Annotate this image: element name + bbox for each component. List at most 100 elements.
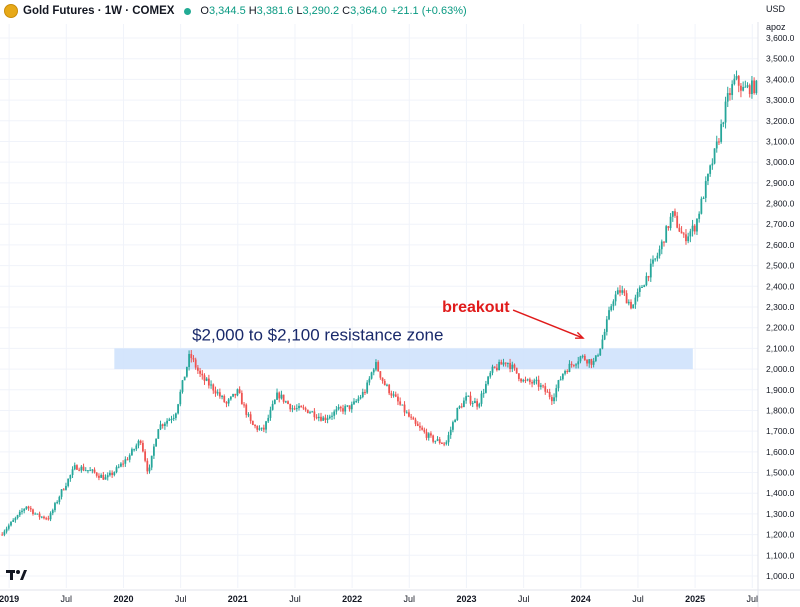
candle-body <box>225 402 228 404</box>
candle-body <box>397 396 399 402</box>
y-tick-label: 1,600.0 <box>766 447 795 457</box>
candle-body <box>601 339 604 349</box>
candle-body <box>528 379 531 383</box>
symbol-title[interactable]: Gold Futures · 1W · COMEX <box>23 5 175 17</box>
candle-body <box>21 510 23 512</box>
candle-body <box>660 241 663 250</box>
candle-body <box>359 396 362 399</box>
candle-body <box>183 376 186 381</box>
candle-body <box>416 423 419 426</box>
candle-body <box>577 361 580 365</box>
candle-body <box>441 442 443 444</box>
currency-unit[interactable]: USD <box>766 4 786 14</box>
candle-body <box>282 394 285 402</box>
candle-body <box>139 440 142 443</box>
candle-body <box>713 148 716 164</box>
candle-body <box>616 290 619 295</box>
candle-body <box>729 93 731 96</box>
candle-body <box>223 396 226 403</box>
candle-body <box>89 470 92 472</box>
candle-body <box>87 470 89 472</box>
candle-body <box>579 356 582 362</box>
candle-body <box>509 363 511 369</box>
candle-body <box>421 427 424 430</box>
scale-mode[interactable]: apoz <box>766 22 786 32</box>
candle-body <box>38 513 41 518</box>
y-tick-label: 1,800.0 <box>766 405 795 415</box>
candle-body <box>102 474 105 480</box>
candle-body <box>267 417 270 422</box>
candle-body <box>166 420 168 424</box>
x-tick-label: 2022 <box>342 594 362 604</box>
candle-body <box>98 475 100 478</box>
candle-body <box>704 181 707 198</box>
candle-body <box>414 419 417 424</box>
candle-body <box>65 485 67 490</box>
candle-body <box>632 304 635 309</box>
candle-body <box>709 165 712 174</box>
candle-body <box>117 466 120 468</box>
candle-body <box>619 290 621 293</box>
candle-body <box>671 211 674 217</box>
candle-body <box>434 440 437 442</box>
candle-body <box>293 408 296 410</box>
candle-body <box>157 429 160 439</box>
candle-body <box>322 417 325 421</box>
candle-body <box>588 359 591 364</box>
y-tick-label: 1,200.0 <box>766 530 795 540</box>
candle-body <box>649 263 652 278</box>
candle-body <box>295 408 298 410</box>
price-axis[interactable]: 1,000.0 1,100.0 1,200.0 1,300.0 1,400.0 1,500… <box>757 22 795 607</box>
candle-body <box>471 403 474 405</box>
candle-body <box>291 408 294 410</box>
y-tick-label: 1,500.0 <box>766 468 795 478</box>
candle-body <box>247 414 250 416</box>
y-tick-label: 3,200.0 <box>766 116 795 126</box>
candle-body <box>120 463 122 467</box>
candle-body <box>328 416 331 419</box>
candle-body <box>383 380 386 386</box>
candle-body <box>289 403 292 410</box>
candle-body <box>304 408 307 410</box>
candle-body <box>689 231 692 237</box>
high-value: 3,381.6 <box>256 5 294 17</box>
candle-body <box>720 124 723 142</box>
y-tick-label: 3,300.0 <box>766 95 795 105</box>
candle-body <box>82 466 85 471</box>
candle-body <box>559 379 562 381</box>
candle-body <box>515 367 518 374</box>
candle-body <box>696 218 698 232</box>
candle-body <box>731 84 734 96</box>
candle-body <box>405 412 408 414</box>
candle-body <box>548 391 551 398</box>
x-tick-label: 2019 <box>0 594 19 604</box>
candle-body <box>54 503 56 511</box>
candle-body <box>317 416 320 419</box>
candle-body <box>645 276 648 286</box>
time-axis[interactable]: 2019 Jul 2020 Jul 2021 Jul 2022 Jul 2023 Jul 2024 J… <box>0 589 800 604</box>
candle-body <box>570 363 573 365</box>
candle-body <box>480 393 483 404</box>
candle-body <box>427 433 430 438</box>
candle-body <box>238 389 241 393</box>
y-tick-label: 2,400.0 <box>766 281 795 291</box>
candle-body <box>410 416 413 418</box>
candle-body <box>214 390 217 394</box>
candle-body <box>568 363 571 372</box>
candle-body <box>403 404 406 413</box>
candle-body <box>333 411 336 416</box>
candle-body <box>111 472 114 475</box>
candle-body <box>546 391 549 393</box>
candle-body <box>205 378 208 381</box>
candle-body <box>122 463 125 465</box>
y-tick-label: 2,100.0 <box>766 343 795 353</box>
candle-body <box>353 401 355 405</box>
candle-body <box>737 76 740 86</box>
candle-body <box>203 375 206 381</box>
candle-body <box>656 255 659 259</box>
candle-body <box>467 395 470 397</box>
candle-body <box>445 442 448 444</box>
candle-body <box>170 418 173 420</box>
candle-body <box>386 384 388 386</box>
